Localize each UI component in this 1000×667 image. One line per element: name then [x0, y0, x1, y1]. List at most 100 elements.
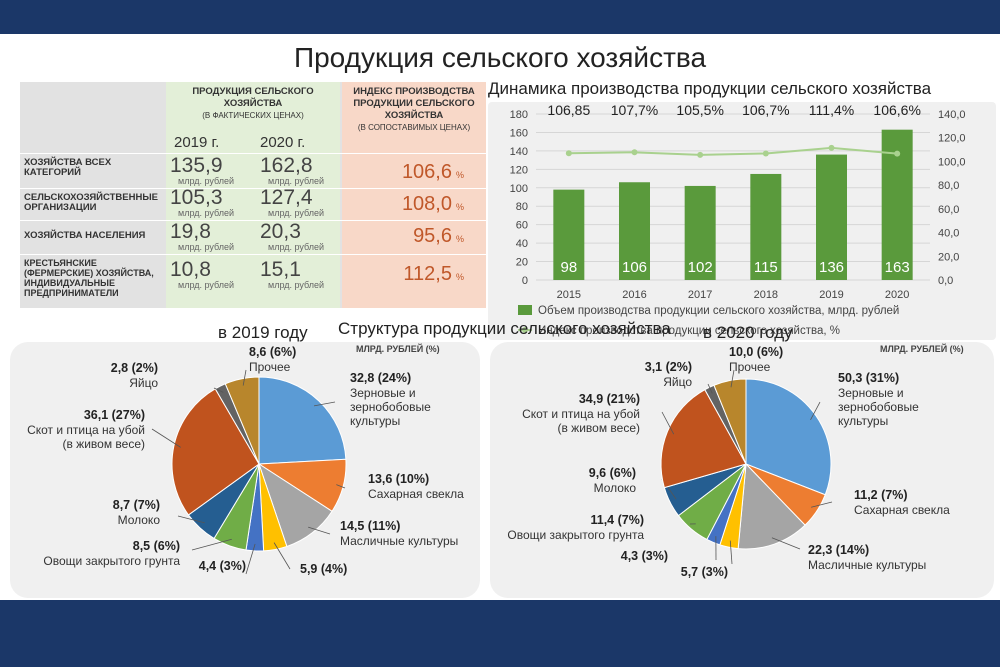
- unit-label: млрд. рублей: [178, 208, 235, 218]
- x-tick-label: 2018: [754, 289, 778, 301]
- row-households-2019: 19,8: [170, 220, 211, 243]
- row-divider: [20, 188, 486, 189]
- index-point: [697, 151, 704, 158]
- x-tick-label: 2017: [688, 289, 712, 301]
- slide: Продукция сельского хозяйства ПРОДУКЦИЯ …: [0, 34, 1000, 600]
- y-tick-label: 120: [510, 164, 528, 176]
- pie-2020-chart: 50,3 (31%)Зерновые изернобобовыекультуры…: [507, 345, 950, 579]
- index-line: [568, 146, 898, 156]
- x-tick-label: 2015: [557, 289, 581, 301]
- slice-category-label: Молоко: [118, 513, 161, 527]
- structure-title: Структура продукции сельского хозяйства: [338, 319, 671, 338]
- row-farmers-index: 112,5: [403, 263, 452, 285]
- slice-value-label: 10,0 (6%): [729, 345, 783, 359]
- slice-category-label: культуры: [350, 414, 400, 428]
- index-column-bg: [342, 82, 486, 308]
- y-tick-label: 40: [516, 238, 528, 250]
- slice-value-label: 11,2 (7%): [854, 488, 908, 502]
- dynamics-chart: 0 20 40 60 80 100 120 140 160 180 0,0 20,0 40,0 60,0 8…: [510, 102, 966, 337]
- bar-value-label: 163: [885, 259, 910, 276]
- row-orgs-2019: 105,3: [170, 186, 223, 209]
- slice-value-label: 4,3 (3%): [621, 549, 668, 563]
- bar-value-label: 115: [754, 259, 778, 276]
- index-value-label: 106,7%: [742, 102, 789, 118]
- production-column-bg: [166, 82, 340, 308]
- row-divider: [20, 254, 486, 255]
- percent-sign: %: [456, 234, 465, 244]
- slice-value-label: 11,4 (7%): [590, 513, 644, 527]
- slice-category-label: Скот и птица на убой: [522, 407, 640, 421]
- unit-label: млрд. рублей: [178, 242, 235, 252]
- bar: [619, 182, 650, 280]
- slice-category-label: зернобобовые: [838, 400, 919, 414]
- index-header: ИНДЕКС ПРОИЗВОДСТВА ПРОДУКЦИИ СЕЛЬСКОГО …: [342, 86, 486, 134]
- slice-category-label: Зерновые и: [838, 386, 904, 400]
- y2-tick-label: 100,0: [938, 156, 966, 168]
- pie-2019-unit-note: МЛРД. РУБЛЕЙ (%): [356, 344, 440, 354]
- index-value-label: 105,5%: [676, 102, 723, 118]
- slice-category-label: Молоко: [594, 481, 637, 495]
- slice-category-label: зернобобовые: [350, 400, 431, 414]
- production-header: ПРОДУКЦИЯ СЕЛЬСКОГО ХОЗЯЙСТВА (В ФАКТИЧЕ…: [178, 86, 328, 122]
- slice-category-label: Прочее: [729, 360, 771, 374]
- index-header-note: (В СОПОСТАВИМЫХ ЦЕНАХ): [357, 123, 471, 132]
- percent-sign: %: [456, 272, 465, 282]
- year-2020-label: 2020 г.: [260, 134, 306, 151]
- legend-swatch-bar: [518, 305, 532, 315]
- production-table: ПРОДУКЦИЯ СЕЛЬСКОГО ХОЗЯЙСТВА (В ФАКТИЧЕ…: [20, 82, 486, 308]
- row-orgs-2020: 127,4: [260, 186, 313, 209]
- leader-line: [771, 537, 801, 550]
- dynamics-title: Динамика производства продукции сельског…: [488, 79, 932, 98]
- slice-value-label: 3,1 (2%): [645, 360, 692, 374]
- y-tick-label: 20: [516, 257, 528, 269]
- pie-2019-chart: 32,8 (24%)Зерновые изернобобовыекультуры…: [27, 345, 464, 576]
- y2-tick-label: 0,0: [938, 275, 953, 287]
- dynamics-panel: 0 20 40 60 80 100 120 140 160 180 0,0 20,0 40,0 60,0 8…: [488, 102, 996, 340]
- slice-value-label: 13,6 (10%): [368, 472, 429, 486]
- slice-category-label: культуры: [838, 414, 888, 428]
- leader-line: [151, 428, 181, 448]
- y2-tick-label: 120,0: [938, 133, 966, 145]
- x-tick-label: 2020: [885, 289, 909, 301]
- index-value-label: 106,85: [547, 102, 590, 118]
- bar-value-label: 106: [622, 259, 647, 276]
- slice-value-label: 34,9 (21%): [579, 392, 640, 406]
- slide-frame-bottom: [0, 600, 1000, 667]
- slice-category-label: Прочее: [249, 360, 291, 374]
- x-tick-label: 2019: [819, 289, 843, 301]
- slice-category-label: Зерновые и: [350, 386, 416, 400]
- leader-line: [242, 369, 247, 386]
- production-header-text: ПРОДУКЦИЯ СЕЛЬСКОГО ХОЗЯЙСТВА: [192, 86, 314, 109]
- slide-frame-top: [0, 0, 1000, 34]
- unit-label: млрд. рублей: [268, 280, 325, 290]
- percent-sign: %: [456, 170, 465, 180]
- slice-category-label: Скот и птица на убой: [27, 423, 145, 437]
- slice-category-label: Сахарная свекла: [368, 487, 464, 501]
- index-value-label: 111,4%: [809, 102, 854, 118]
- y-tick-label: 0: [522, 275, 528, 287]
- index-point: [762, 150, 769, 157]
- row-orgs-index: 108,0: [401, 193, 452, 215]
- legend-label-line: Индекс производства продукции сельского …: [538, 325, 840, 337]
- y-tick-label: 180: [510, 109, 528, 121]
- leader-line: [191, 538, 232, 551]
- row-all-2019: 135,9: [170, 154, 223, 177]
- slice-value-label: 2,8 (2%): [111, 361, 158, 375]
- slice-value-label: 36,1 (27%): [84, 408, 145, 422]
- pie-2019-title: в 2019 году: [218, 323, 308, 342]
- slice-category-label: Масличные культуры: [340, 534, 458, 548]
- row-all-2020: 162,8: [260, 154, 313, 177]
- bar-value-label: 102: [688, 259, 713, 276]
- row-farmers-2019: 10,8: [170, 258, 211, 281]
- y-tick-label: 100: [510, 183, 528, 195]
- slide-title: Продукция сельского хозяйства: [293, 42, 707, 73]
- index-point: [565, 150, 572, 157]
- slice-value-label: 22,3 (14%): [808, 543, 869, 557]
- slice-category-label: Овощи закрытого грунта: [43, 554, 180, 568]
- pie-slice: [171, 388, 260, 516]
- leader-line: [810, 401, 821, 421]
- unit-label: млрд. рублей: [178, 280, 235, 290]
- leader-line: [729, 540, 733, 565]
- slice-value-label: 9,6 (6%): [589, 466, 636, 480]
- slice-value-label: 8,6 (6%): [249, 345, 296, 359]
